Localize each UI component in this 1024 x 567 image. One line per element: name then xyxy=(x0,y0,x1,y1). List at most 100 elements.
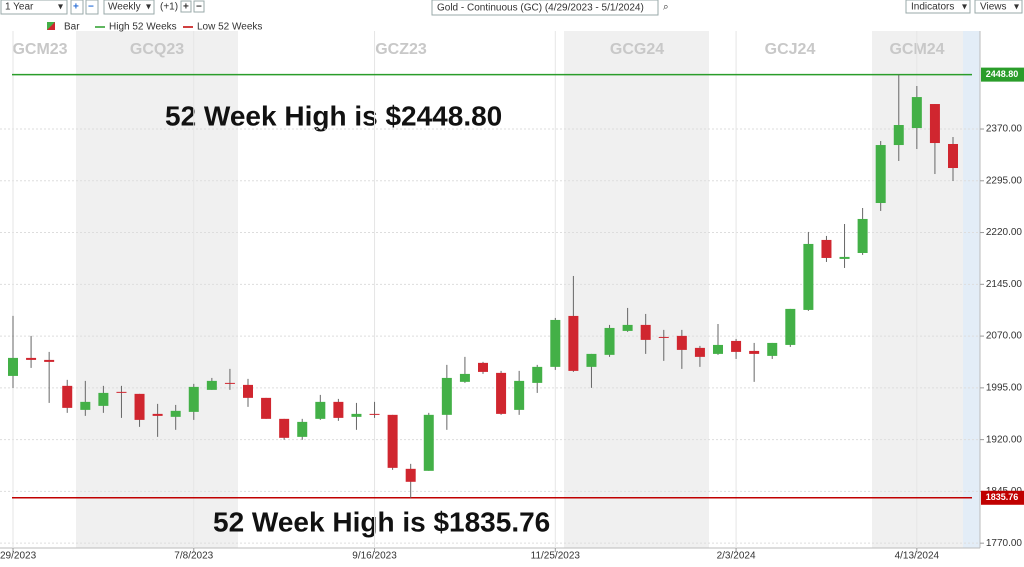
candle-body xyxy=(658,336,669,338)
candle-body xyxy=(604,327,615,355)
candle-body xyxy=(694,347,705,357)
candle-body xyxy=(839,256,850,259)
contract-band xyxy=(76,31,238,548)
x-tick-label: 9/16/2023 xyxy=(352,551,397,562)
candle-body xyxy=(188,386,199,412)
candle-body xyxy=(713,344,723,354)
y-tick-label: 2145.00 xyxy=(986,279,1023,290)
views-text: Views xyxy=(980,2,1007,13)
candle-body xyxy=(279,418,290,438)
plus-button[interactable] xyxy=(180,0,192,13)
candle-body xyxy=(369,413,380,415)
x-tick-label: 2/3/2024 xyxy=(717,551,756,562)
candle-body xyxy=(622,324,633,331)
x-tick-label: 7/8/2023 xyxy=(174,551,213,562)
symbol-box[interactable] xyxy=(431,0,659,16)
annotation: 52 Week High is $2448.80 xyxy=(165,100,502,131)
toolbar: 1 Year ▾ + − Weekly ▾ (+1) + − Gold - Co… xyxy=(0,0,1023,16)
legend-label: High 52 Weeks xyxy=(109,22,177,33)
contract-label: GCJ24 xyxy=(765,41,816,58)
x-tick-label: 11/25/2023 xyxy=(531,551,581,562)
candle-body xyxy=(98,392,109,406)
candle-body xyxy=(315,401,326,419)
candle-body xyxy=(785,308,796,345)
candle-body xyxy=(423,414,434,471)
candle-body xyxy=(297,421,308,437)
plus-icon: + xyxy=(73,2,79,13)
candle-body xyxy=(676,335,687,350)
plus-button[interactable] xyxy=(70,0,84,15)
candle-body xyxy=(640,324,651,340)
y-tick-label: 2220.00 xyxy=(986,227,1023,238)
y-tick-label: 2295.00 xyxy=(986,175,1023,186)
reference-label: 1835.76 xyxy=(986,492,1019,502)
contract-band xyxy=(564,31,709,548)
candle-body xyxy=(333,401,344,418)
symbol-text: Gold - Continuous (GC) (4/29/2023 - 5/1/… xyxy=(437,3,644,14)
y-tick-label: 2370.00 xyxy=(986,124,1023,135)
y-tick-label: 1920.00 xyxy=(986,434,1023,445)
candle-body xyxy=(351,413,362,417)
candle-body xyxy=(26,357,37,360)
candle-body xyxy=(948,143,958,169)
candle-body xyxy=(749,350,760,354)
dropdown-arrow: ▾ xyxy=(58,2,63,13)
interval-select[interactable] xyxy=(103,0,155,15)
range-text: 1 Year xyxy=(5,2,34,13)
dropdown-arrow: ▾ xyxy=(146,2,151,13)
candle-body xyxy=(387,414,398,468)
legend-label: Low 52 Weeks xyxy=(197,22,262,33)
contract-label: GCM23 xyxy=(12,41,67,58)
legend-swatch xyxy=(47,22,55,30)
forecast-band xyxy=(963,31,980,548)
candle-body xyxy=(116,391,127,393)
candle-body xyxy=(243,384,253,398)
candle-body xyxy=(803,243,814,310)
contract-label: GCG24 xyxy=(610,41,664,58)
minus-icon: − xyxy=(88,2,94,13)
views-button[interactable] xyxy=(974,0,1023,14)
legend-label: Bar xyxy=(64,22,80,33)
minus-button[interactable] xyxy=(85,0,99,15)
search-icon[interactable]: ⌕ xyxy=(663,2,669,13)
reference-label-box xyxy=(981,67,1024,82)
y-tick-label: 1995.00 xyxy=(986,383,1023,394)
minus-icon: − xyxy=(196,2,202,13)
candle-body xyxy=(496,372,507,414)
candle-body xyxy=(929,104,940,144)
contract-labels: GCM23 GCQ23 GCZ23 GCG24 GCJ24 GCM24 xyxy=(12,41,944,58)
candle-body xyxy=(170,410,181,417)
candle-body xyxy=(911,97,922,129)
candle-body xyxy=(857,218,868,253)
candle-body xyxy=(459,373,470,382)
x-tick-label: 29/2023 xyxy=(0,551,37,562)
candle-body xyxy=(478,362,488,372)
candle-body xyxy=(261,397,272,419)
x-tick-label: 4/13/2024 xyxy=(895,551,940,562)
reference-label: 2448.80 xyxy=(986,69,1019,79)
candle-body xyxy=(224,382,235,384)
candle-body xyxy=(568,315,579,371)
candle-body xyxy=(8,357,18,376)
y-tick-label: 1770.00 xyxy=(986,538,1023,549)
candle-body xyxy=(821,239,832,258)
contract-label: GCQ23 xyxy=(130,41,184,58)
candle-body xyxy=(44,359,55,362)
reference-label-box xyxy=(981,490,1024,505)
y-tick-label: 2070.00 xyxy=(986,331,1023,342)
candle-body xyxy=(206,380,217,390)
indicators-button[interactable] xyxy=(905,0,971,14)
candle-body xyxy=(586,353,597,367)
candle-body xyxy=(62,385,73,408)
minus-button[interactable] xyxy=(193,0,205,13)
contract-label: GCZ23 xyxy=(375,41,427,58)
annotation: 52 Week High is $1835.76 xyxy=(213,506,550,537)
candle-body xyxy=(152,413,163,416)
dropdown-arrow: ▾ xyxy=(962,2,967,13)
candle-body xyxy=(893,125,904,146)
candle-body xyxy=(405,468,416,482)
range-select[interactable] xyxy=(0,0,68,15)
candle-body xyxy=(875,145,886,204)
interval-text: Weekly xyxy=(108,2,141,13)
